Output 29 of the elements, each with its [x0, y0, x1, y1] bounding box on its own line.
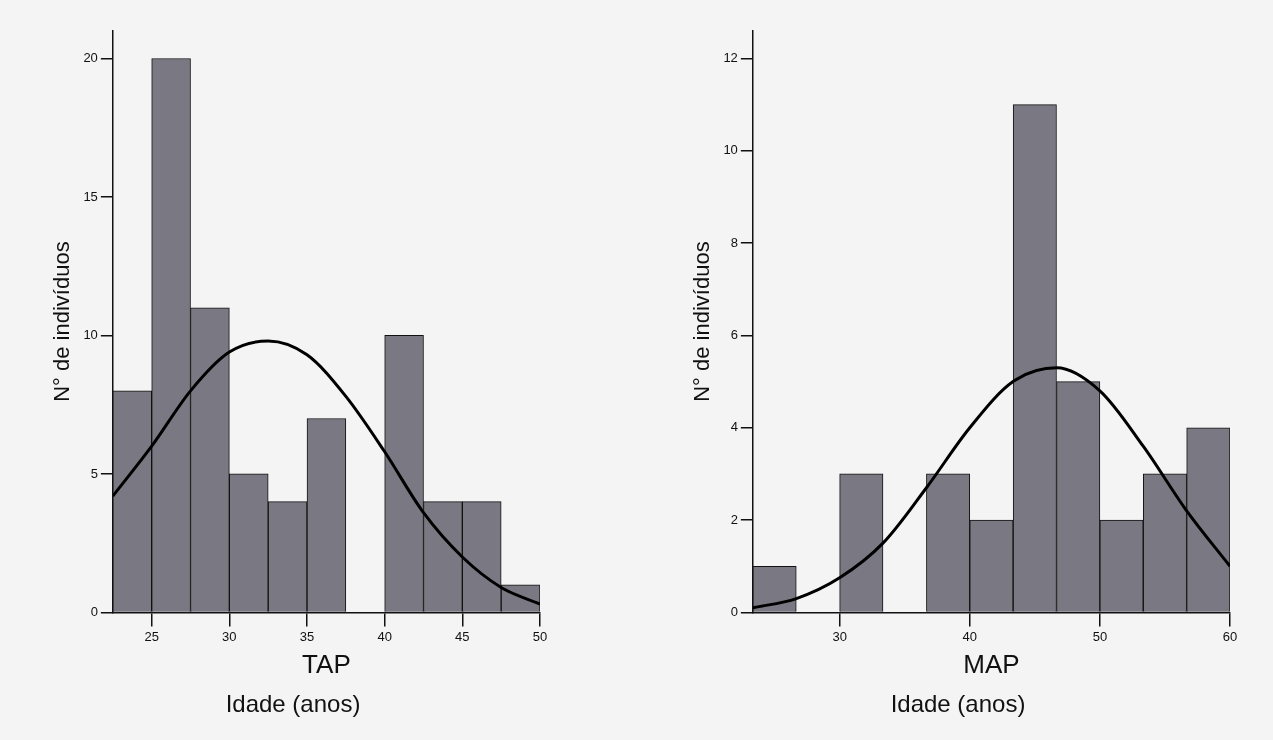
- x-tick-label: 30: [832, 628, 847, 644]
- x-tick-label: 35: [299, 628, 315, 644]
- y-tick-label: 10: [723, 142, 738, 158]
- line-series: [752, 366, 1230, 610]
- y-tick-label: 10: [83, 327, 98, 343]
- y-tick-label: 15: [83, 188, 98, 204]
- x-tick-label: 30: [222, 628, 237, 644]
- y-tick-label: 20: [83, 50, 98, 66]
- text: TAP: [302, 648, 351, 679]
- y-tick-label: 8: [730, 234, 738, 250]
- x-tick-label: 60: [1222, 628, 1238, 644]
- x-tick-label: 40: [377, 628, 392, 644]
- y-axis-title: N° de indivíduos: [49, 241, 75, 402]
- x-tick-label: 25: [144, 628, 159, 644]
- y-tick-label: 6: [730, 327, 738, 343]
- x-axis-title: Idade (anos): [225, 690, 361, 718]
- x-tick-label: 50: [532, 628, 548, 644]
- x-axis-title: Idade (anos): [890, 690, 1026, 718]
- y-axis-title: N° de indivíduos: [689, 241, 715, 402]
- text: MAP: [963, 648, 1020, 679]
- y-tick-label: 0: [90, 603, 98, 619]
- y-tick-label: 5: [90, 465, 98, 481]
- x-tick-label: 45: [455, 628, 470, 644]
- y-tick-label: 2: [730, 511, 738, 527]
- y-tick-label: 0: [730, 603, 738, 619]
- x-tick-label: 40: [962, 628, 977, 644]
- y-tick-label: 12: [723, 50, 738, 66]
- x-tick-label: 50: [1092, 628, 1108, 644]
- y-tick-label: 4: [730, 419, 738, 435]
